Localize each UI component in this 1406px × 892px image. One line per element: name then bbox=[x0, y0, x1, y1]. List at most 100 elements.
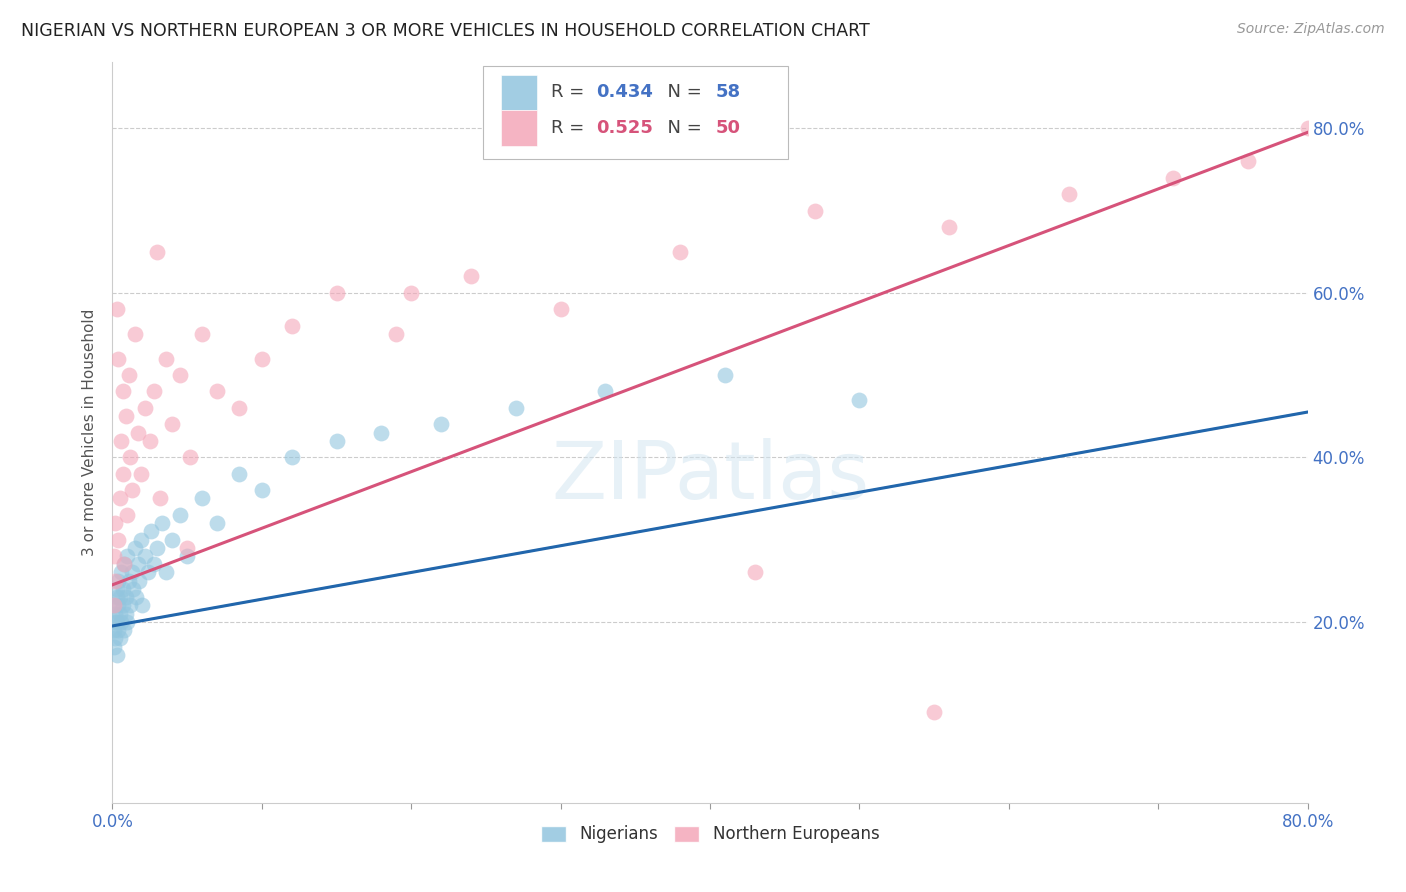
Y-axis label: 3 or more Vehicles in Household: 3 or more Vehicles in Household bbox=[82, 309, 97, 557]
Point bbox=[108, 607, 131, 621]
Point bbox=[134, 401, 156, 415]
Point bbox=[325, 434, 347, 448]
Text: R =: R = bbox=[551, 120, 591, 137]
Point bbox=[105, 615, 128, 629]
Point bbox=[143, 384, 166, 399]
Point bbox=[162, 533, 183, 547]
Point bbox=[169, 508, 191, 522]
Point bbox=[146, 541, 169, 555]
Point bbox=[938, 219, 960, 234]
Point bbox=[250, 483, 273, 498]
Point bbox=[111, 467, 134, 481]
Text: N =: N = bbox=[657, 120, 707, 137]
Text: 50: 50 bbox=[716, 120, 741, 137]
Point bbox=[228, 401, 250, 415]
Point bbox=[107, 599, 129, 613]
Point bbox=[104, 574, 127, 588]
Point bbox=[430, 417, 453, 432]
Point bbox=[281, 318, 304, 333]
Point bbox=[114, 623, 135, 637]
Point bbox=[104, 516, 127, 530]
Point bbox=[128, 574, 150, 588]
Point bbox=[107, 574, 129, 588]
Point bbox=[103, 549, 125, 563]
Point bbox=[141, 524, 163, 539]
Point bbox=[143, 558, 166, 572]
Text: Source: ZipAtlas.com: Source: ZipAtlas.com bbox=[1237, 22, 1385, 37]
Point bbox=[1161, 170, 1184, 185]
Point bbox=[162, 417, 183, 432]
Text: R =: R = bbox=[551, 84, 591, 102]
Text: N =: N = bbox=[657, 84, 707, 102]
Text: NIGERIAN VS NORTHERN EUROPEAN 3 OR MORE VEHICLES IN HOUSEHOLD CORRELATION CHART: NIGERIAN VS NORTHERN EUROPEAN 3 OR MORE … bbox=[21, 22, 870, 40]
Point bbox=[191, 491, 214, 506]
Point bbox=[370, 425, 392, 440]
Point bbox=[150, 516, 173, 530]
Point bbox=[118, 368, 141, 382]
FancyBboxPatch shape bbox=[484, 66, 787, 159]
Point bbox=[121, 566, 143, 580]
Point bbox=[104, 632, 127, 646]
Point bbox=[105, 302, 128, 317]
Point bbox=[108, 590, 131, 604]
Point bbox=[138, 566, 160, 580]
Point bbox=[117, 549, 139, 563]
Point bbox=[124, 541, 146, 555]
Point bbox=[155, 566, 177, 580]
Point bbox=[125, 590, 148, 604]
Point bbox=[107, 533, 129, 547]
Point bbox=[117, 508, 139, 522]
Point bbox=[103, 623, 125, 637]
Point bbox=[325, 285, 347, 300]
Point bbox=[103, 599, 125, 613]
Point bbox=[103, 640, 125, 654]
Point bbox=[122, 582, 145, 596]
Point bbox=[922, 706, 945, 720]
Point bbox=[595, 384, 617, 399]
Point bbox=[120, 450, 142, 465]
Point bbox=[714, 368, 737, 382]
Point bbox=[115, 607, 138, 621]
Text: 0.525: 0.525 bbox=[596, 120, 654, 137]
Point bbox=[129, 533, 152, 547]
Text: 58: 58 bbox=[716, 84, 741, 102]
Point bbox=[127, 558, 149, 572]
Point bbox=[108, 632, 131, 646]
Point bbox=[115, 409, 138, 424]
Point bbox=[281, 450, 304, 465]
Point bbox=[127, 425, 149, 440]
Point bbox=[1296, 121, 1319, 136]
Point bbox=[115, 590, 138, 604]
Point bbox=[155, 351, 177, 366]
Point bbox=[250, 351, 273, 366]
Point bbox=[205, 516, 228, 530]
Point bbox=[129, 467, 152, 481]
Point bbox=[744, 566, 766, 580]
Point bbox=[114, 558, 135, 572]
Point bbox=[385, 326, 408, 341]
Point bbox=[848, 392, 870, 407]
FancyBboxPatch shape bbox=[501, 111, 537, 146]
Point bbox=[111, 599, 134, 613]
Point bbox=[176, 541, 198, 555]
Point bbox=[205, 384, 228, 399]
Point bbox=[134, 549, 156, 563]
Point bbox=[118, 574, 141, 588]
Point bbox=[179, 450, 201, 465]
Point bbox=[107, 351, 129, 366]
Point bbox=[550, 302, 572, 317]
Point bbox=[104, 607, 127, 621]
Point bbox=[131, 599, 153, 613]
Point bbox=[107, 623, 129, 637]
Point bbox=[1057, 187, 1080, 202]
Point bbox=[110, 615, 132, 629]
Point bbox=[191, 326, 214, 341]
Point bbox=[105, 590, 128, 604]
Point bbox=[110, 434, 132, 448]
Point bbox=[146, 244, 169, 259]
Point bbox=[169, 368, 191, 382]
Point bbox=[505, 401, 527, 415]
FancyBboxPatch shape bbox=[501, 75, 537, 111]
Point bbox=[1237, 154, 1260, 169]
Point bbox=[401, 285, 423, 300]
